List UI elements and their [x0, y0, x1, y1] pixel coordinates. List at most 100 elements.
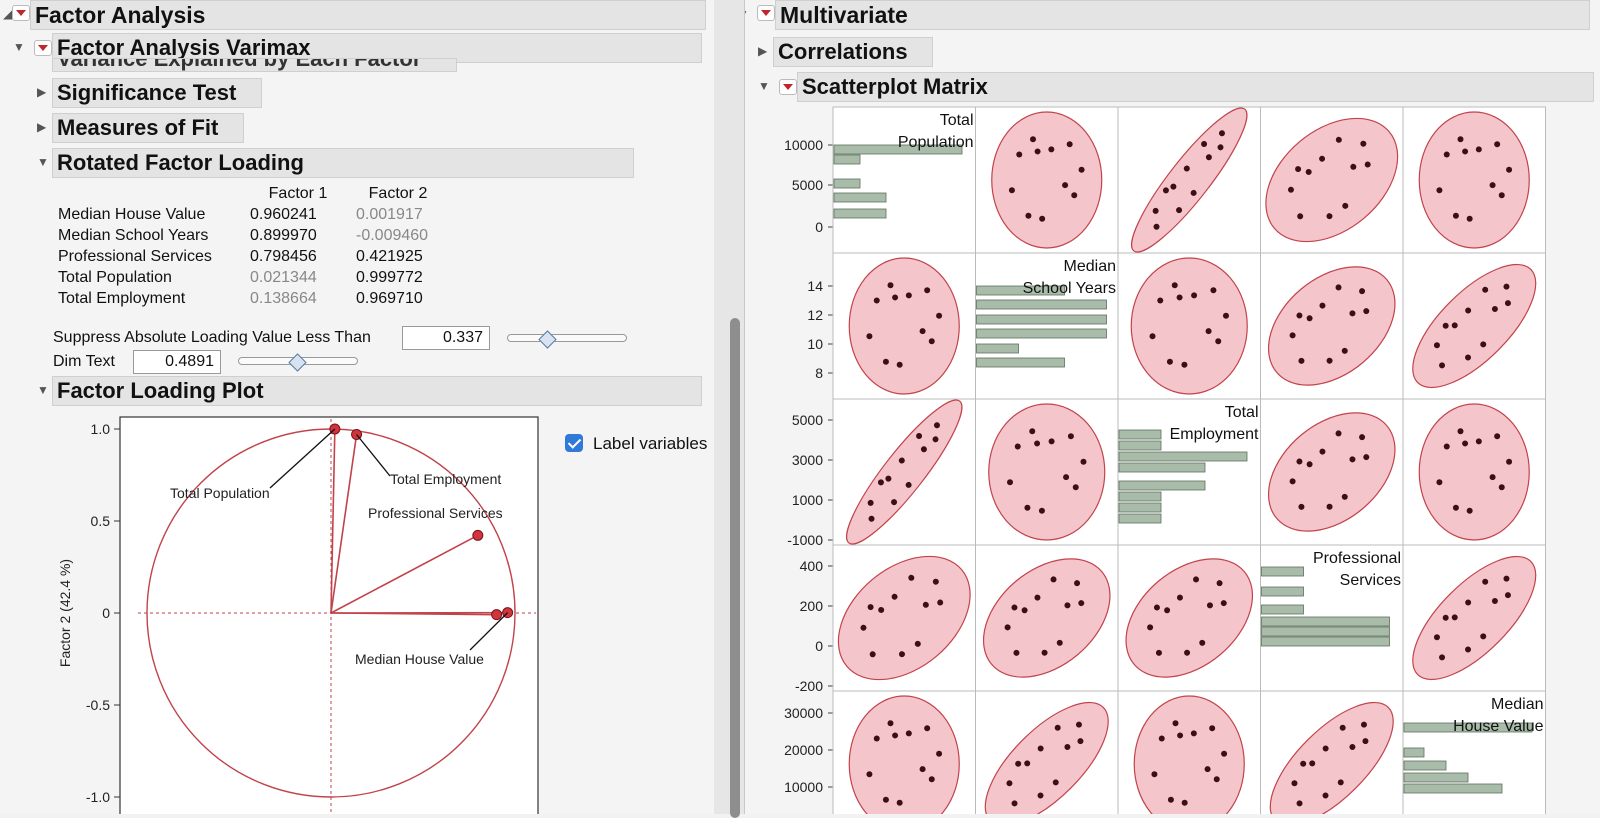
scatter-point	[1034, 440, 1040, 446]
rotated-factor-loading-header[interactable]: Rotated Factor Loading	[52, 148, 634, 178]
scatter-point	[1079, 167, 1085, 173]
row-name: Median School Years	[58, 225, 248, 246]
measures-of-fit-header[interactable]: Measures of Fit	[52, 113, 244, 143]
disclosure-triangle-icon[interactable]: ▼	[745, 8, 749, 20]
scatter-point	[883, 359, 889, 365]
density-ellipse-group	[992, 112, 1102, 248]
scatter-point	[1182, 800, 1188, 806]
density-ellipse-group	[1131, 258, 1247, 394]
collapse-triangle-icon[interactable]: ◢	[3, 8, 12, 20]
scatter-point	[874, 298, 880, 304]
matrix-y-tick-label: 0	[815, 638, 823, 654]
dim-text-label: Dim Text	[53, 353, 115, 371]
scatter-point	[1159, 736, 1165, 742]
histogram-bar	[1404, 748, 1424, 757]
multivariate-menu-icon[interactable]	[757, 5, 775, 21]
scatter-point	[1210, 287, 1216, 293]
density-ellipse-group	[1419, 112, 1529, 248]
disclosure-triangle-icon[interactable]: ▼	[37, 156, 49, 168]
scatter-point	[1444, 444, 1450, 450]
loading-point	[492, 610, 502, 620]
scatter-point	[883, 797, 889, 803]
scatter-point	[1073, 484, 1079, 490]
scatter-point	[1177, 294, 1183, 300]
disclosure-triangle-icon[interactable]: ▼	[37, 384, 49, 396]
scatter-point	[1063, 474, 1069, 480]
variable-label-line1: Total	[1225, 404, 1259, 421]
histogram-bar	[834, 193, 886, 202]
variable-label-line2: Population	[898, 134, 974, 151]
density-ellipse	[989, 404, 1105, 540]
factor-analysis-header[interactable]: Factor Analysis	[30, 0, 706, 30]
scatter-point	[1467, 508, 1473, 514]
row-name: Professional Services	[58, 246, 248, 267]
y-tick-label: 1.0	[91, 421, 111, 437]
scatter-point	[1490, 474, 1496, 480]
disclosure-triangle-icon[interactable]: ▼	[13, 41, 25, 53]
scatter-point	[1191, 730, 1197, 736]
y-tick-label: 0.5	[91, 513, 111, 529]
scatterplot-matrix-header[interactable]: Scatterplot Matrix	[797, 72, 1594, 102]
histogram-bar	[1119, 430, 1161, 439]
histogram-bar	[977, 329, 1107, 338]
scatter-point	[1048, 146, 1054, 152]
scatter-point	[1009, 187, 1015, 193]
variance-explained-header[interactable]: Variance Explained by Each Factor	[52, 58, 457, 72]
matrix-y-tick-label: 12	[807, 307, 823, 323]
histogram-bar	[1404, 773, 1468, 782]
factor-1-value: 0.798456	[248, 246, 348, 267]
point-label: Total Employment	[390, 471, 501, 487]
varimax-menu-icon[interactable]	[34, 40, 52, 56]
density-ellipse	[1131, 258, 1247, 394]
scatter-point	[1071, 192, 1077, 198]
scatter-point	[1444, 152, 1450, 158]
factor-analysis-menu-icon[interactable]	[12, 5, 30, 21]
disclosure-triangle-icon[interactable]: ▼	[758, 80, 770, 92]
significance-test-header[interactable]: Significance Test	[52, 78, 262, 108]
scatter-point	[906, 730, 912, 736]
multivariate-header[interactable]: Multivariate	[775, 0, 1590, 30]
histogram-bar	[1119, 452, 1247, 461]
scatter-point	[1181, 362, 1187, 368]
disclosure-triangle-icon[interactable]: ▶	[37, 86, 46, 98]
scatter-point	[929, 338, 935, 344]
matrix-y-tick-label: 10	[807, 336, 823, 352]
scatter-point	[1436, 187, 1442, 193]
matrix-y-tick-label: 3000	[792, 452, 823, 468]
scatter-point	[906, 292, 912, 298]
y-tick-label: -1.0	[86, 789, 110, 805]
scatter-point	[1151, 771, 1157, 777]
suppress-value-input[interactable]: 0.337	[402, 326, 490, 350]
factor-2-value: -0.009460	[348, 225, 448, 246]
histogram-bar	[1119, 481, 1205, 490]
factor-2-value: 0.001917	[348, 204, 448, 225]
density-ellipse-group	[989, 404, 1105, 540]
scatter-point	[1168, 797, 1174, 803]
scrollbar-thumb[interactable]	[730, 318, 740, 818]
scatter-point	[1030, 136, 1036, 142]
histogram-bar	[1262, 587, 1304, 596]
scatter-point	[1039, 508, 1045, 514]
disclosure-triangle-icon[interactable]: ▶	[758, 45, 767, 57]
scatter-point	[1494, 433, 1500, 439]
scatter-point	[892, 732, 898, 738]
disclosure-triangle-icon[interactable]: ▶	[37, 121, 46, 133]
matrix-y-tick-label: -1000	[787, 532, 823, 548]
scatter-point	[1215, 338, 1221, 344]
correlations-header[interactable]: Correlations	[773, 37, 933, 67]
y-tick-label: -0.5	[86, 697, 110, 713]
scatterplot-menu-icon[interactable]	[779, 79, 797, 95]
scatter-point	[1462, 148, 1468, 154]
suppress-slider-track[interactable]	[507, 334, 627, 342]
histogram-bar	[977, 315, 1107, 324]
scatter-point	[892, 294, 898, 300]
scatter-point	[1221, 751, 1227, 757]
scatter-point	[1172, 282, 1178, 288]
scatter-point	[1177, 732, 1183, 738]
dim-text-value-input[interactable]: 0.4891	[133, 350, 221, 374]
scatter-point	[874, 736, 880, 742]
variable-label-line2: School Years	[1023, 280, 1116, 297]
matrix-y-tick-label: -200	[795, 678, 823, 694]
histogram-bar	[1119, 503, 1161, 512]
